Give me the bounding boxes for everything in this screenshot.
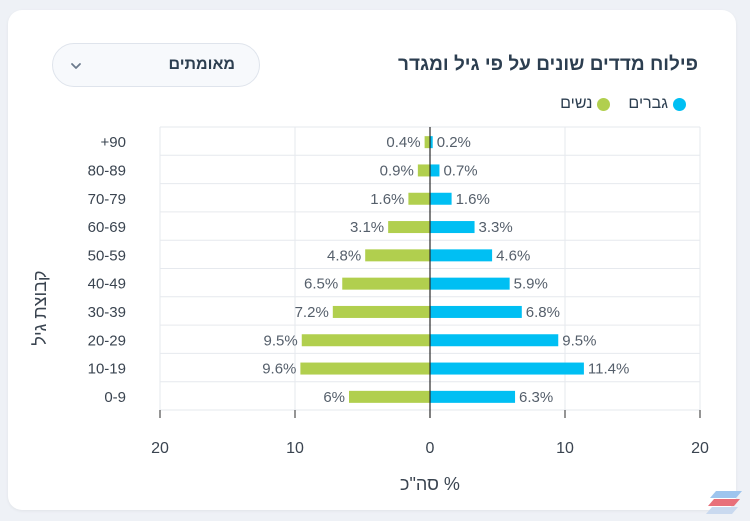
data-label-women: 1.6% (370, 191, 404, 208)
chart-legend: גברים נשים (560, 95, 686, 113)
legend-item-men[interactable]: גברים (628, 95, 686, 113)
data-label-men: 4.6% (496, 247, 530, 264)
y-axis-title: קבוצת גיל (30, 270, 50, 345)
y-tick-label: 10-19 (88, 361, 126, 378)
data-label-men: 3.3% (479, 219, 513, 236)
bar-men (430, 249, 493, 262)
bar-men (430, 305, 522, 318)
y-tick-label: 60-69 (88, 219, 126, 236)
bar-women (424, 136, 430, 149)
y-tick-label: 70-79 (88, 191, 126, 208)
x-tick-label: 10 (286, 440, 304, 457)
data-label-women: 0.4% (386, 134, 420, 151)
bar-men (430, 362, 584, 375)
data-label-men: 0.7% (443, 162, 477, 179)
data-label-women: 3.1% (350, 219, 384, 236)
metric-dropdown[interactable]: מאומתים (52, 43, 260, 87)
bar-women (342, 277, 430, 290)
data-label-men: 6.3% (519, 389, 553, 406)
y-tick-label: 40-49 (88, 276, 126, 293)
data-label-women: 6.5% (304, 276, 338, 293)
data-label-men: 1.6% (456, 191, 490, 208)
bar-men (430, 192, 452, 205)
chart-title: פילוח מדדים שונים על פי גיל ומגדר (398, 54, 698, 75)
bar-men (430, 277, 510, 290)
data-label-men: 11.4% (588, 361, 629, 378)
data-label-women: 6% (323, 389, 345, 406)
y-tick-label: +90 (101, 134, 126, 151)
data-label-women: 9.5% (264, 332, 298, 349)
data-label-women: 4.8% (327, 247, 361, 264)
x-axis-title: % סה"כ (400, 474, 460, 494)
y-tick-label: 20-29 (88, 332, 126, 349)
chevron-down-icon (71, 63, 81, 69)
x-tick-label: 10 (556, 440, 574, 457)
legend-dot-men (673, 97, 686, 111)
bar-women (332, 305, 430, 318)
bar-women (388, 221, 430, 234)
bar-men (430, 221, 475, 234)
y-tick-label: 0-9 (104, 389, 126, 406)
bar-women (349, 390, 430, 403)
data-label-women: 7.2% (295, 304, 329, 321)
data-label-women: 0.9% (380, 162, 414, 179)
bar-women (300, 362, 430, 375)
x-tick-label: 20 (151, 440, 169, 457)
data-label-men: 6.8% (526, 304, 560, 321)
bar-men (430, 136, 433, 149)
bar-women (408, 192, 430, 205)
data-label-men: 0.2% (437, 134, 471, 151)
bar-men (430, 390, 516, 403)
legend-dot-women (597, 97, 611, 111)
bar-men (430, 164, 440, 177)
x-tick-label: 20 (691, 440, 709, 457)
data-label-men: 5.9% (514, 276, 548, 293)
bar-women (301, 334, 430, 347)
legend-item-women[interactable]: נשים (560, 95, 611, 113)
legend-label-men: גברים (628, 95, 668, 112)
bar-men (430, 334, 559, 347)
y-tick-label: 80-89 (88, 162, 126, 179)
y-tick-label: 50-59 (88, 247, 126, 264)
legend-label-women: נשים (560, 95, 593, 112)
bar-women (417, 164, 430, 177)
y-tick-label: 30-39 (88, 304, 126, 321)
x-tick-label: 0 (426, 440, 435, 457)
brand-logo (706, 491, 742, 514)
data-label-women: 9.6% (262, 361, 296, 378)
data-label-men: 9.5% (562, 332, 596, 349)
metric-dropdown-label: מאומתים (168, 56, 236, 73)
bar-women (365, 249, 430, 262)
